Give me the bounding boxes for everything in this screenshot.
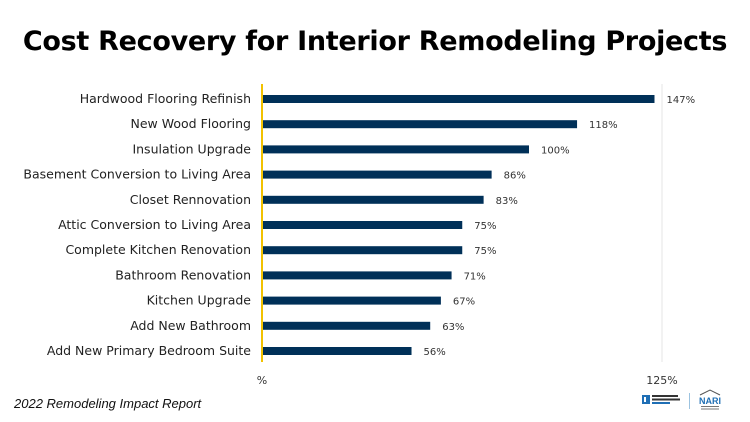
footer-source: 2022 Remodeling Impact Report: [14, 396, 202, 411]
bar: [262, 347, 412, 355]
data-label: 147%: [666, 95, 695, 106]
bar: [262, 95, 655, 103]
category-label: Add New Bathroom: [130, 318, 251, 333]
category-label: Bathroom Renovation: [115, 267, 251, 282]
category-label: Kitchen Upgrade: [147, 293, 252, 308]
x-tick-label: 125%: [646, 374, 677, 387]
bar: [262, 195, 484, 204]
x-tick-label: %: [257, 374, 267, 387]
bar: [262, 221, 463, 229]
data-label: 100%: [541, 145, 570, 156]
nari-logo: NARI: [699, 389, 721, 410]
category-label: New Wood Flooring: [131, 116, 252, 131]
category-label: Basement Conversion to Living Area: [23, 167, 251, 182]
bar: [262, 296, 441, 305]
bar: [262, 145, 529, 154]
data-label: 71%: [464, 271, 486, 282]
svg-text:NARI: NARI: [699, 396, 721, 406]
category-label: Attic Conversion to Living Area: [58, 217, 251, 232]
chart-title: Cost Recovery for Interior Remodeling Pr…: [22, 26, 728, 57]
data-label: 83%: [496, 196, 518, 207]
partner-logos: NARI: [642, 389, 721, 410]
bar: [262, 271, 452, 280]
data-label: 56%: [424, 347, 446, 358]
data-label: 67%: [453, 297, 475, 308]
category-label: Insulation Upgrade: [132, 141, 251, 156]
data-label: 75%: [474, 221, 496, 232]
data-label: 86%: [504, 171, 526, 182]
realtors-logo: [642, 395, 680, 404]
category-label: Complete Kitchen Renovation: [65, 242, 251, 257]
category-label: Add New Primary Bedroom Suite: [47, 343, 251, 358]
bar: [262, 170, 492, 179]
category-label: Hardwood Flooring Refinish: [80, 91, 251, 106]
bar: [262, 321, 431, 330]
bar: [262, 120, 578, 129]
data-label: 75%: [474, 246, 496, 257]
data-label: 63%: [442, 322, 464, 333]
bar: [262, 246, 463, 255]
category-label: Closet Rennovation: [130, 192, 251, 207]
data-label: 118%: [589, 120, 618, 131]
